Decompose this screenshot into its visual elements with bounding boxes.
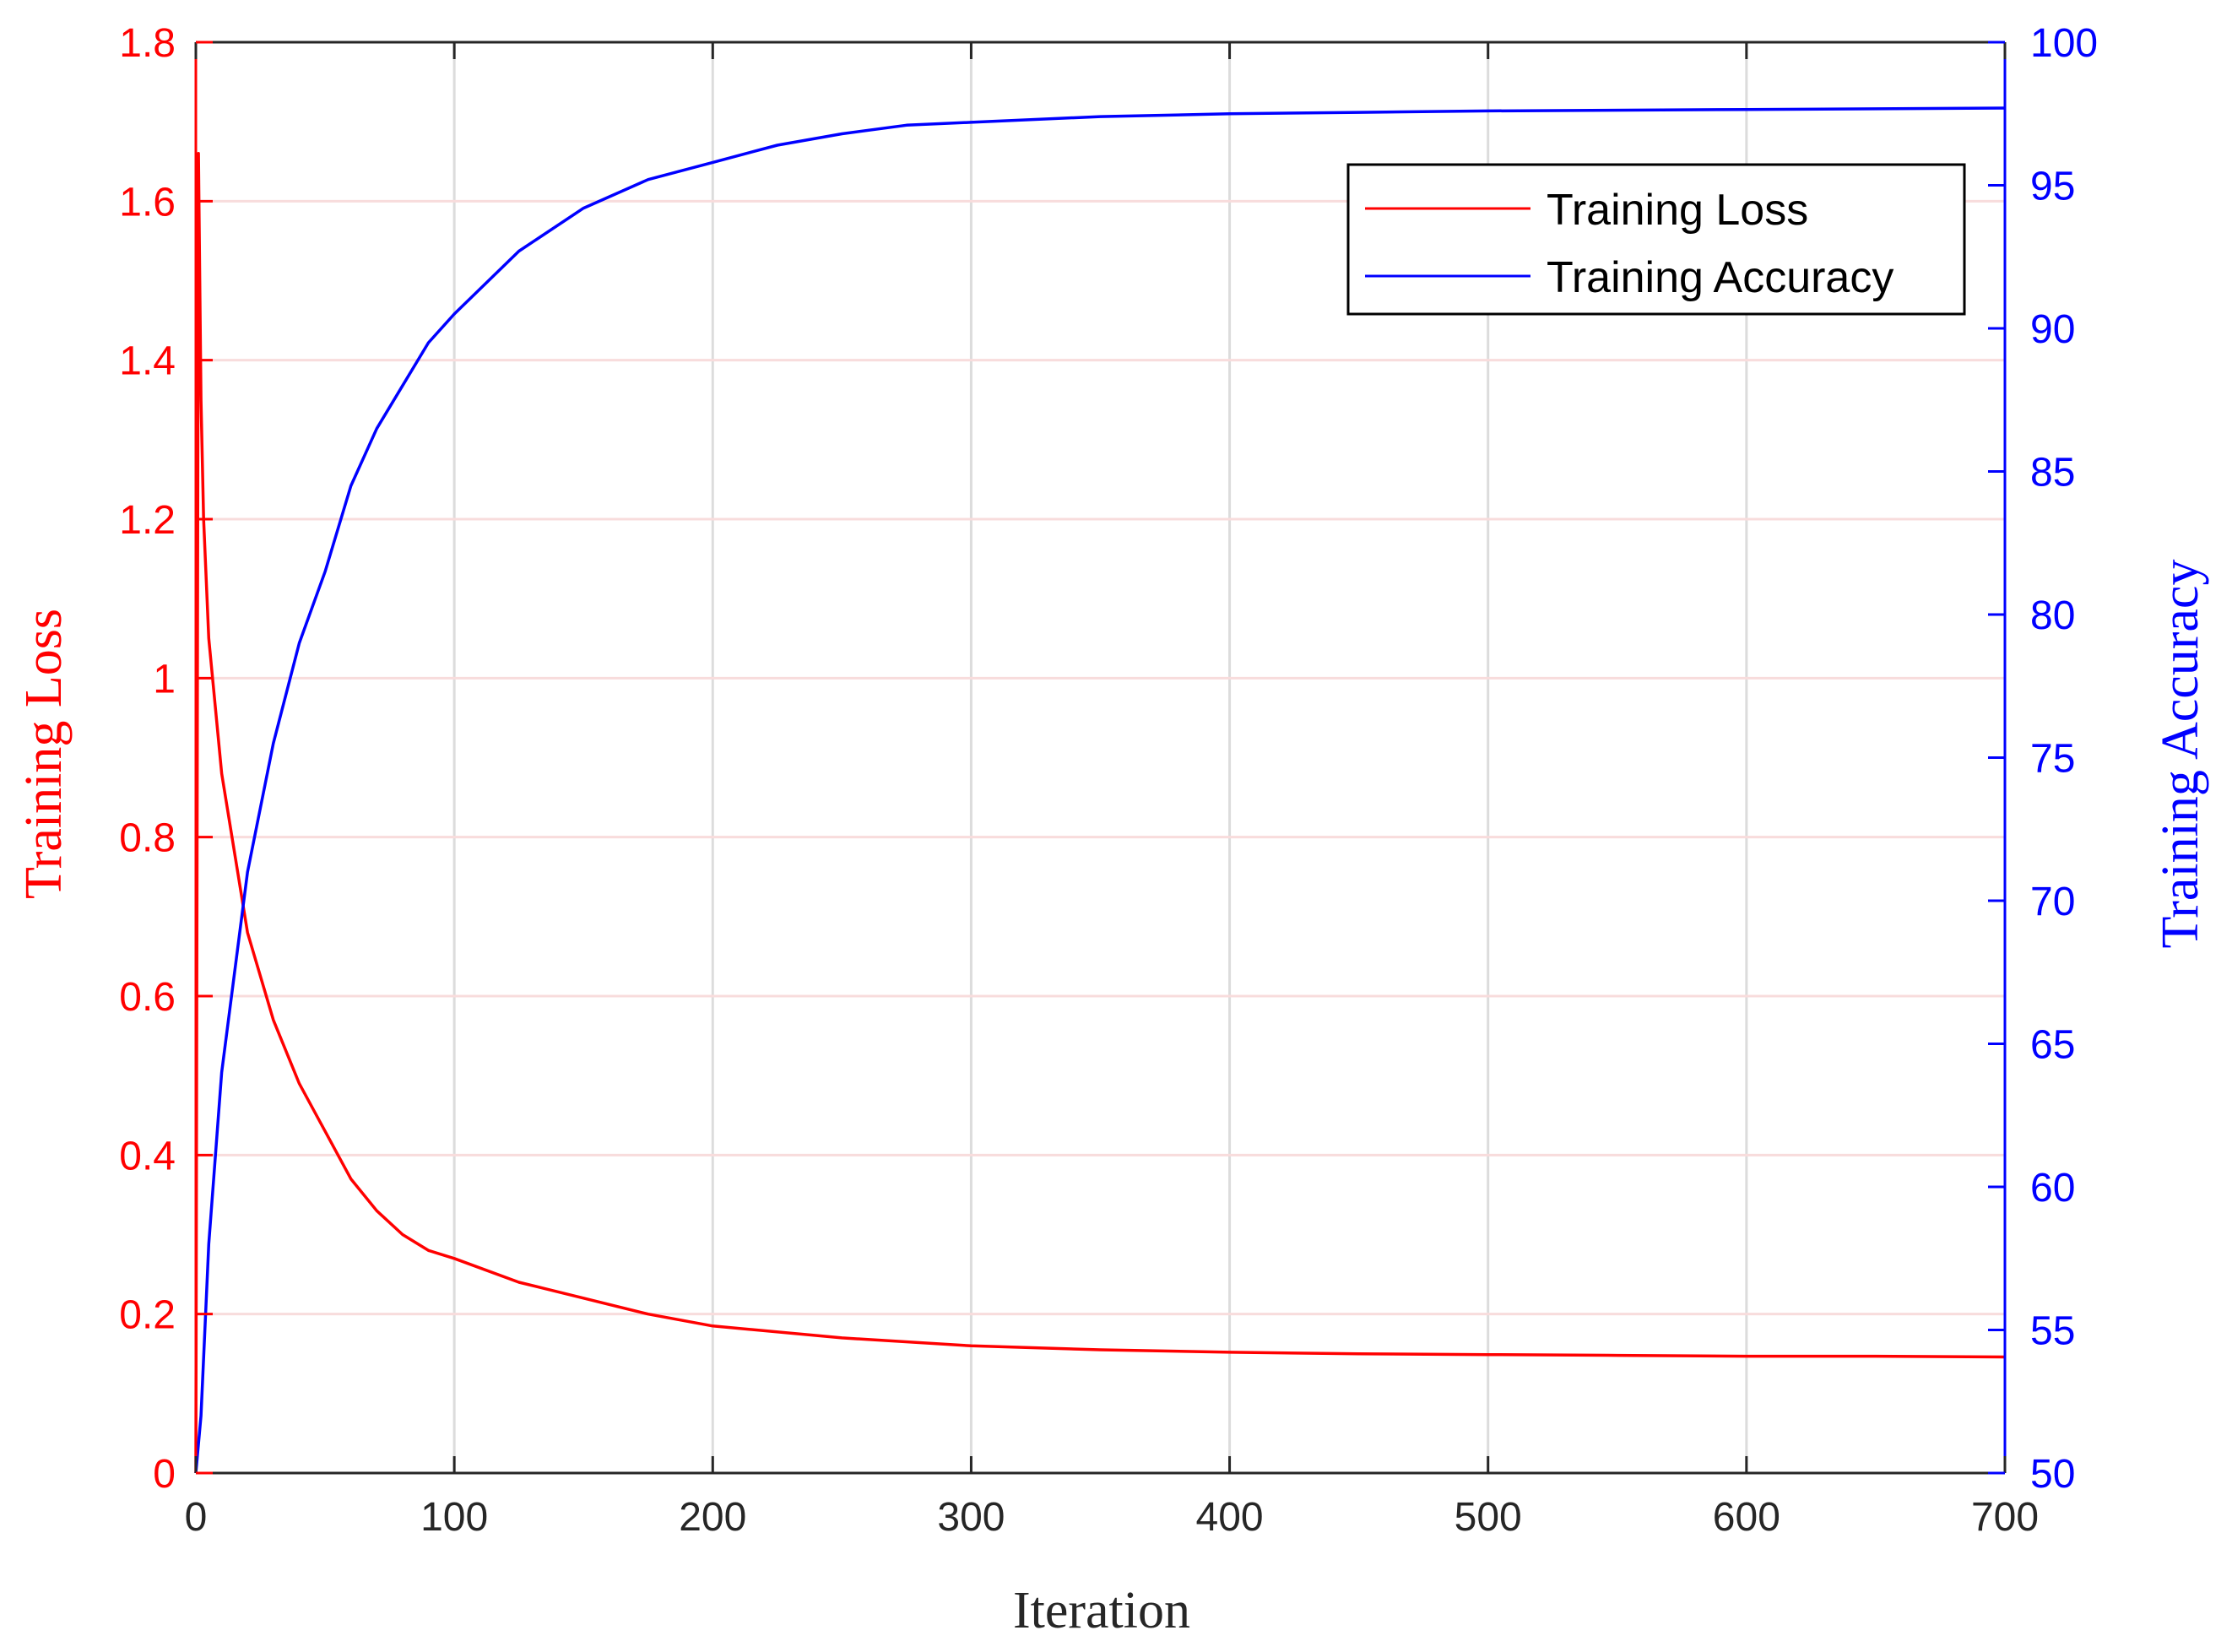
- x-tick-label-500: 500: [1455, 1495, 1522, 1540]
- right-y-tick-label-75: 75: [2030, 737, 2075, 782]
- series-line-training-loss: [194, 152, 2006, 1474]
- left-y-tick-label-0.6: 0.6: [119, 975, 176, 1020]
- tick-labels: 0 100 200 300 400 500 600 700 0 0.2 0.4 0.6 0.8 1 1.2 1…: [119, 21, 2098, 1540]
- left-y-tick-label-0.8: 0.8: [119, 816, 176, 861]
- legend-label-training-accuracy: Training Accuracy: [1547, 253, 1893, 302]
- right-y-tick-label-85: 85: [2030, 451, 2075, 496]
- x-tick-label-400: 400: [1196, 1495, 1264, 1540]
- x-tick-label-0: 0: [185, 1495, 208, 1540]
- series-line-training-accuracy: [194, 106, 2006, 1474]
- left-y-tick-label-1.6: 1.6: [119, 180, 176, 225]
- axes: [194, 41, 2007, 1475]
- left-y-tick-label-1: 1: [153, 657, 176, 701]
- x-axis-title: Iteration: [1013, 1582, 1190, 1639]
- left-y-axis-title: Training Loss: [15, 609, 73, 899]
- right-y-tick-label-80: 80: [2030, 593, 2075, 638]
- right-y-tick-label-50: 50: [2030, 1452, 2075, 1497]
- left-y-tick-label-1.2: 1.2: [119, 498, 176, 543]
- right-y-axis-title: Training Accuracy: [2152, 560, 2209, 949]
- x-tick-label-100: 100: [420, 1495, 488, 1540]
- x-tick-label-700: 700: [1971, 1495, 2039, 1540]
- x-tick-label-300: 300: [937, 1495, 1005, 1540]
- right-y-tick-label-55: 55: [2030, 1309, 2075, 1354]
- right-y-tick-label-70: 70: [2030, 880, 2075, 924]
- right-y-tick-label-90: 90: [2030, 307, 2075, 352]
- x-tick-label-600: 600: [1713, 1495, 1780, 1540]
- left-y-tick-label-0.4: 0.4: [119, 1134, 176, 1178]
- series-layer: [194, 106, 2006, 1474]
- left-y-tick-label-1.8: 1.8: [119, 21, 176, 66]
- right-y-tick-label-60: 60: [2030, 1166, 2075, 1211]
- right-y-tick-label-65: 65: [2030, 1023, 2075, 1068]
- left-y-tick-label-0.2: 0.2: [119, 1293, 176, 1338]
- right-y-tick-label-100: 100: [2030, 21, 2098, 66]
- legend-box: [1346, 163, 1966, 316]
- left-y-tick-label-0: 0: [153, 1452, 176, 1497]
- left-y-tick-label-1.4: 1.4: [119, 339, 176, 384]
- legend-label-training-loss: Training Loss: [1547, 186, 1808, 235]
- x-tick-label-200: 200: [679, 1495, 746, 1540]
- legend: Training Loss Training Accuracy: [1346, 163, 1966, 316]
- right-y-tick-label-95: 95: [2030, 165, 2075, 209]
